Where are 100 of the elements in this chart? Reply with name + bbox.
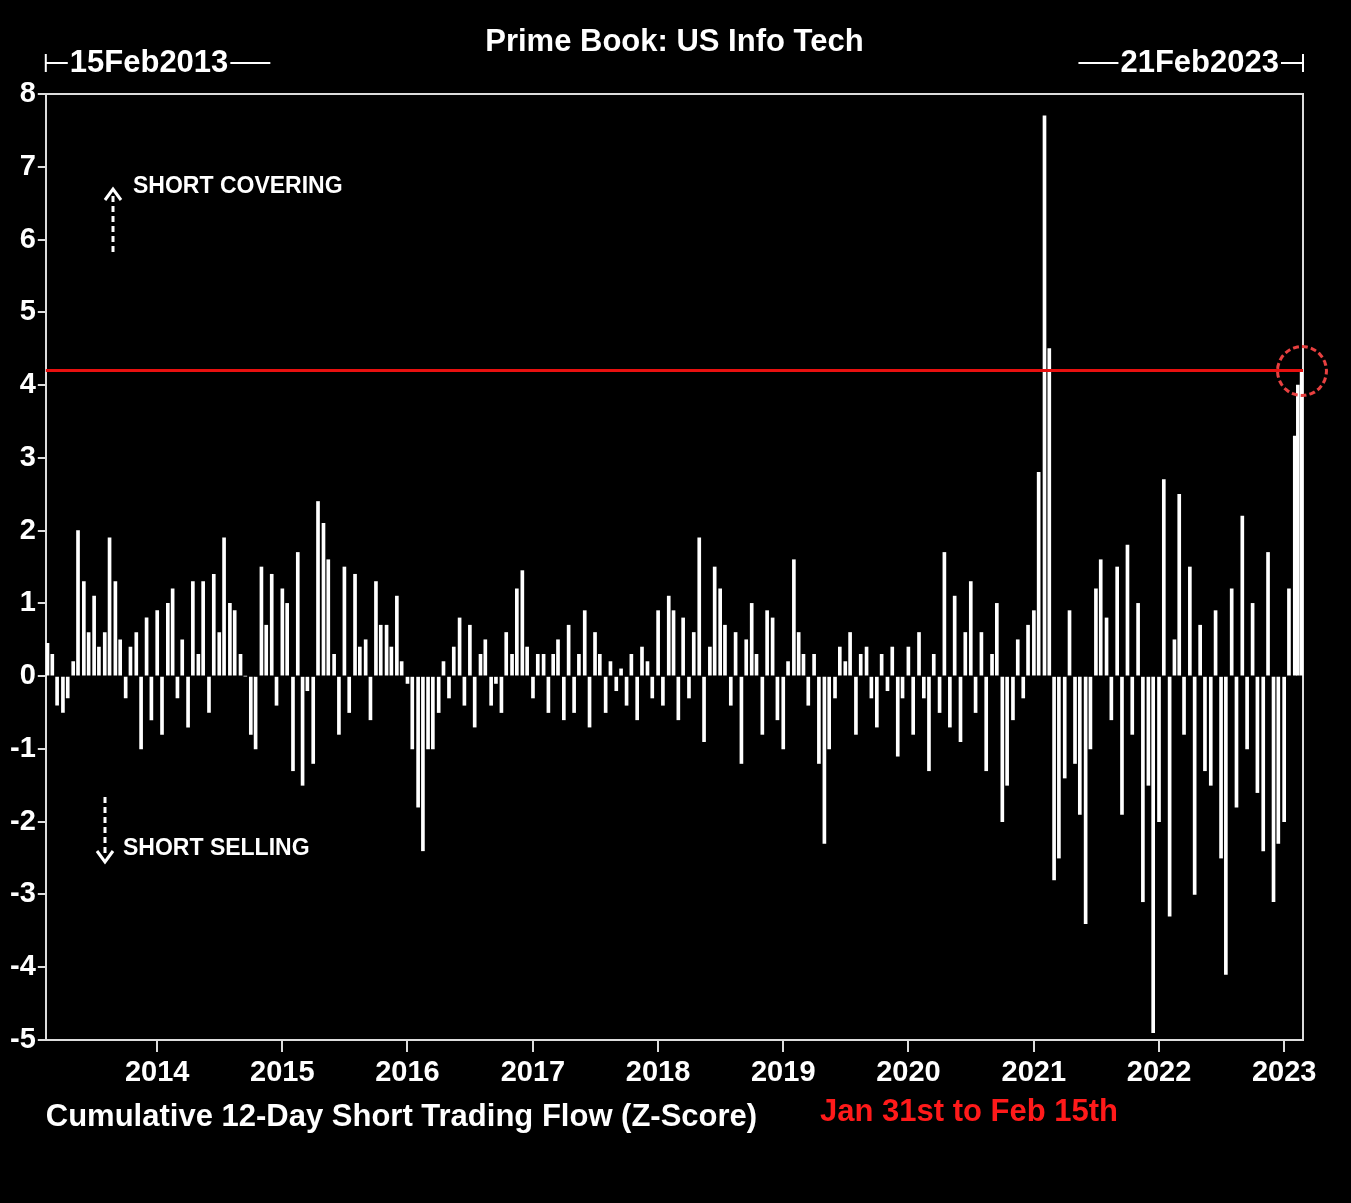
y-tick-label: 4 [19,367,36,400]
bar [1000,676,1005,823]
bar [347,676,352,713]
bar [572,676,576,713]
bar [1077,676,1082,815]
chart-title: Prime Book: US Info Tech [485,22,864,58]
bar [781,676,786,750]
x-tick-label: 2021 [1001,1055,1067,1088]
bar [295,552,300,676]
x-tick-label: 2017 [500,1055,566,1088]
bar [744,639,749,676]
x-tick-label: 2022 [1126,1055,1192,1088]
bar [1261,676,1266,852]
bar [332,653,336,676]
annotation: SHORT SELLING [123,834,310,861]
bar [917,632,921,676]
bar [1282,676,1286,823]
y-tick-label: 6 [19,221,36,254]
y-tick-label: -1 [9,730,36,763]
bar [186,676,190,728]
bar [1130,676,1135,735]
bar [472,676,477,728]
bar [948,676,952,728]
bar [337,676,341,735]
bar [1161,479,1166,676]
x-tick-label: 2020 [876,1055,941,1088]
bar [619,668,623,676]
bar [207,676,211,713]
bar [911,676,916,735]
y-tick-label: 5 [19,294,36,327]
bar [191,581,195,676]
text: 15Feb2013 [69,43,229,79]
bar [483,639,488,676]
bar [786,661,790,676]
bar [577,653,581,676]
bar [765,610,769,676]
y-tick-label: 2 [19,512,36,545]
bar [1240,515,1245,676]
bar [963,632,968,676]
y-tick-label: 7 [19,148,36,181]
bar [1299,370,1303,676]
x-tick-label: 2019 [750,1055,816,1088]
bar [134,632,139,676]
bar [650,676,655,699]
y-tick-label: 3 [19,439,36,472]
bar [447,676,451,699]
bar [968,581,973,676]
bar [817,676,821,764]
bar [854,676,858,735]
bar [1015,639,1020,676]
bar [1157,676,1161,823]
bar [1177,493,1182,676]
y-tick-label: 8 [19,76,36,108]
y-tick-label: -2 [9,803,36,836]
bar [661,676,665,706]
bar [666,595,671,676]
bar [139,676,143,750]
bar [687,676,691,699]
bar [535,653,540,676]
bar [833,676,837,699]
bar [410,676,415,750]
annotation: SHORT COVERING [133,172,343,199]
bar [1021,676,1026,699]
bar [1115,566,1120,676]
bar [562,676,566,721]
bar [858,653,863,676]
bar [468,624,472,676]
bar [1182,676,1186,735]
bar [316,501,320,676]
bar [1120,676,1124,815]
bar [1208,676,1213,786]
text: Jan 31st to Feb 15th [820,1092,1119,1128]
bar [1026,624,1030,676]
bar [1245,676,1249,750]
bar [1151,676,1156,1034]
bar [1198,624,1202,676]
bar [681,617,685,676]
y-tick-label: -3 [9,876,36,909]
bar [395,595,399,676]
x-tick-label: 2018 [625,1055,691,1088]
y-tick-label: -5 [9,1022,36,1054]
x-tick-label: 2016 [375,1055,440,1088]
bar [311,676,316,764]
bar [614,676,619,692]
bar [1203,676,1207,772]
bar [291,676,295,772]
text: 21Feb2023 [1120,43,1279,79]
bar [1011,676,1015,721]
bar [1136,603,1140,676]
bar [812,653,816,676]
bar [1266,552,1270,676]
bar [82,581,86,676]
x-axis-title: Cumulative 12-Day Short Trading Flow (Z-Score) [45,1097,758,1133]
bar [504,632,509,676]
bar [1098,559,1103,676]
bar [531,676,535,699]
x-tick-label: 2014 [124,1055,190,1088]
y-tick-label: -4 [9,949,36,982]
bar [1229,588,1234,676]
bar [55,676,59,706]
